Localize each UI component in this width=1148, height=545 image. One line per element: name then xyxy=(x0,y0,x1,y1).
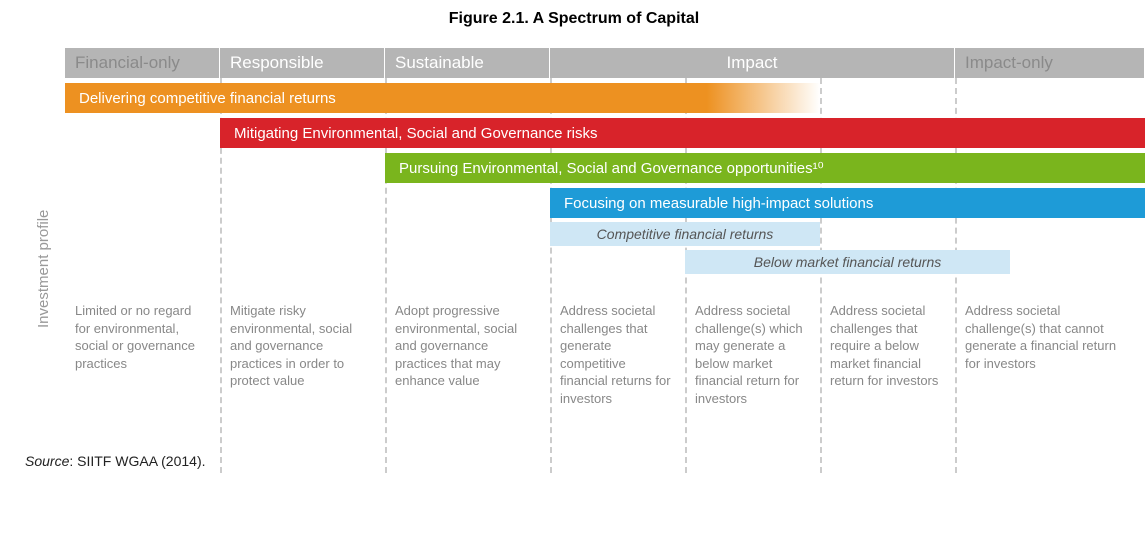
bars-container: Delivering competitive financial returns… xyxy=(65,78,1145,288)
column-header-0: Financial-only xyxy=(65,48,220,78)
bar-returns: Delivering competitive financial returns xyxy=(65,83,820,113)
y-axis-label: Investment profile xyxy=(35,210,52,328)
sub-competitive: Competitive financial returns xyxy=(550,222,820,246)
profile-cell-2: Adopt progressive environmental, social … xyxy=(385,296,550,413)
bar-esg-risk: Mitigating Environmental, Social and Gov… xyxy=(220,118,1145,148)
column-header-4: Impact-only xyxy=(955,48,1145,78)
profile-cell-0: Limited or no regard for environmental, … xyxy=(65,296,220,413)
bar-impact: Focusing on measurable high-impact solut… xyxy=(550,188,1145,218)
profile-cell-3: Address societal challenges that generat… xyxy=(550,296,685,413)
column-header-1: Responsible xyxy=(220,48,385,78)
sub-below: Below market financial returns xyxy=(685,250,1010,274)
bar-esg-opp: Pursuing Environmental, Social and Gover… xyxy=(385,153,1145,183)
column-header-3: Impact xyxy=(550,48,955,78)
figure-title: Figure 2.1. A Spectrum of Capital xyxy=(25,10,1123,28)
chart-area: Investment profile Financial-onlyRespons… xyxy=(65,48,1145,413)
source-citation: Source: SIITF WGAA (2014). xyxy=(25,453,1123,469)
column-header-2: Sustainable xyxy=(385,48,550,78)
source-label: Source xyxy=(25,453,69,469)
column-headers: Financial-onlyResponsibleSustainableImpa… xyxy=(65,48,1145,78)
profile-cell-4: Address societal challenge(s) which may … xyxy=(685,296,820,413)
profile-cell-1: Mitigate risky environmental, social and… xyxy=(220,296,385,413)
profile-cell-5: Address societal challenges that require… xyxy=(820,296,955,413)
source-text: : SIITF WGAA (2014). xyxy=(69,453,205,469)
profile-cell-6: Address societal challenge(s) that canno… xyxy=(955,296,1145,413)
profile-row: Limited or no regard for environmental, … xyxy=(65,296,1145,413)
